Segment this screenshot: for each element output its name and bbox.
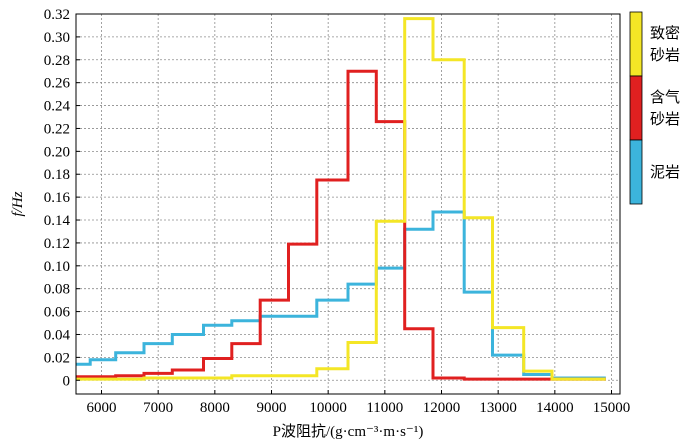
x-tick-label: 10000 bbox=[309, 400, 347, 416]
y-tick-label: 0.02 bbox=[44, 350, 70, 366]
x-tick-label: 15000 bbox=[593, 400, 631, 416]
y-tick-label: 0.08 bbox=[44, 282, 70, 298]
y-axis-ticks: 0 0.02 0.04 0.06 0.08 0.10 0.12 0.14 0.16 0.18 0.2… bbox=[44, 7, 80, 389]
y-tick-label: 0.10 bbox=[44, 259, 70, 275]
x-axis-ticks: 6000 7000 8000 9000 10000 11000 12000 13000 1400… bbox=[87, 390, 631, 416]
y-tick-label: 0.06 bbox=[44, 305, 71, 321]
y-tick-label: 0.14 bbox=[44, 213, 71, 229]
series-line bbox=[76, 210, 606, 380]
series-layer bbox=[76, 17, 606, 381]
x-tick-label: 8000 bbox=[200, 400, 230, 416]
x-tick-label: 6000 bbox=[87, 400, 117, 416]
y-tick-label: 0.16 bbox=[44, 190, 71, 206]
y-tick-label: 0.28 bbox=[44, 53, 70, 69]
y-tick-label: 0.20 bbox=[44, 144, 70, 160]
legend-label: 砂岩 bbox=[650, 111, 680, 128]
legend-swatch bbox=[629, 139, 643, 205]
x-tick-label: 11000 bbox=[366, 400, 403, 416]
legend-label: 泥岩 bbox=[650, 164, 680, 181]
y-tick-label: 0.12 bbox=[44, 236, 70, 252]
x-tick-label: 7000 bbox=[143, 400, 173, 416]
x-axis-label: P波阻抗/(g·cm⁻³·m·s⁻¹) bbox=[273, 423, 424, 440]
legend-swatch bbox=[629, 11, 643, 77]
x-tick-label: 9000 bbox=[257, 400, 287, 416]
series-line bbox=[76, 69, 606, 381]
y-tick-label: 0.18 bbox=[44, 167, 70, 183]
y-tick-label: 0.22 bbox=[44, 121, 70, 137]
legend-label: 砂岩 bbox=[650, 47, 680, 64]
series-line bbox=[76, 17, 606, 381]
legend-label: 含气 bbox=[650, 89, 680, 106]
y-tick-label: 0.26 bbox=[44, 76, 71, 92]
legend-label: 致密 bbox=[650, 25, 680, 42]
x-tick-label: 14000 bbox=[536, 400, 574, 416]
x-tick-label: 13000 bbox=[479, 400, 517, 416]
x-tick-label: 12000 bbox=[423, 400, 461, 416]
y-tick-label: 0.30 bbox=[44, 30, 70, 46]
legend-swatch bbox=[629, 75, 643, 141]
y-tick-label: 0.04 bbox=[44, 327, 71, 343]
y-tick-label: 0 bbox=[63, 373, 71, 389]
y-tick-label: 0.24 bbox=[44, 99, 71, 115]
plot-frame bbox=[75, 13, 621, 395]
y-axis-label: f/Hz bbox=[10, 191, 26, 216]
y-tick-label: 0.32 bbox=[44, 7, 70, 23]
